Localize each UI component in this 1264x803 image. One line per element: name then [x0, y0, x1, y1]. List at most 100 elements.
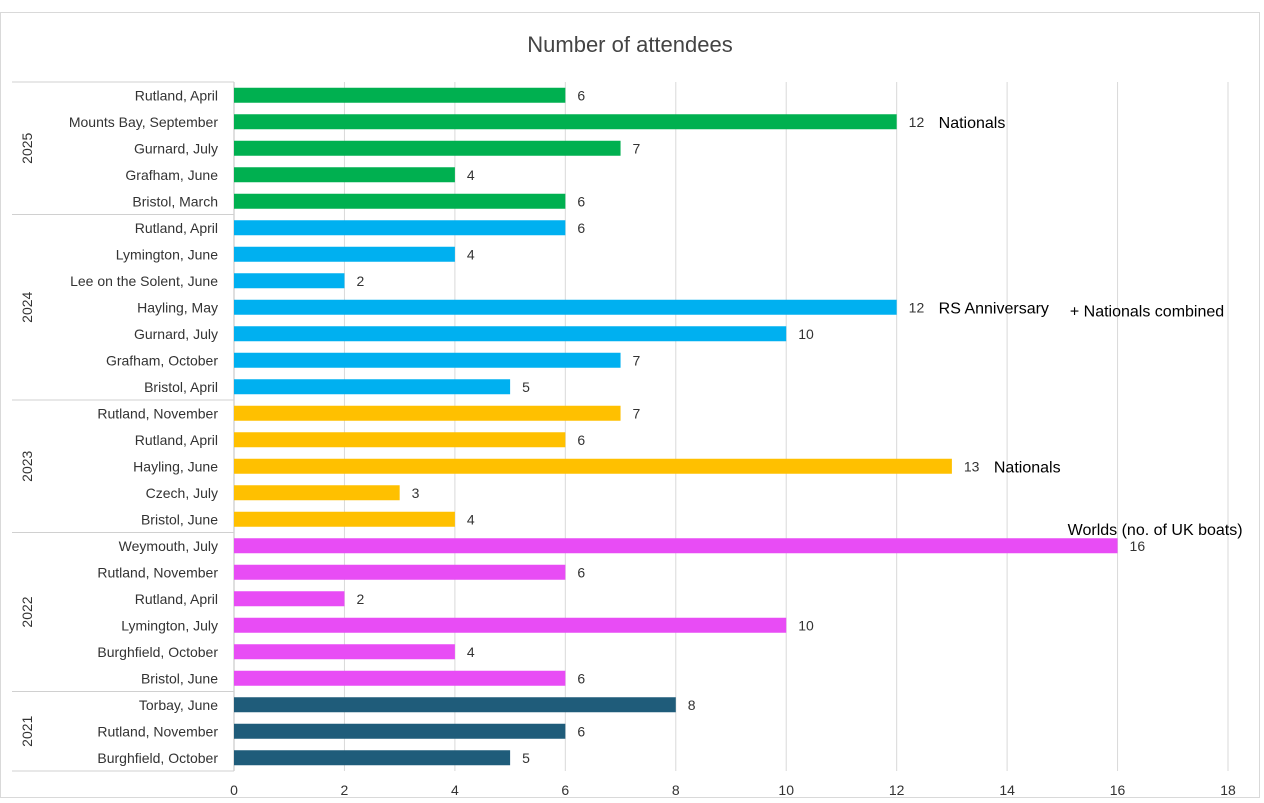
data-label: 7: [633, 352, 641, 368]
bar: [234, 299, 897, 315]
category-label: Bristol, June: [141, 670, 218, 686]
data-label: 7: [633, 405, 641, 421]
category-label: Czech, July: [146, 485, 218, 501]
data-label: 6: [577, 87, 585, 103]
bar: [234, 564, 566, 580]
data-label: 4: [467, 644, 475, 660]
x-tick-label: 12: [889, 782, 905, 798]
group-label: 2021: [19, 715, 35, 746]
annotation: Nationals: [994, 459, 1061, 476]
x-tick-label: 10: [778, 782, 794, 798]
bar: [234, 140, 621, 156]
group-label: 2022: [19, 596, 35, 627]
bar: [234, 723, 566, 739]
category-label: Rutland, November: [97, 564, 218, 580]
data-label: 12: [909, 299, 925, 315]
bar: [234, 432, 566, 448]
data-label: 12: [909, 114, 925, 130]
category-label: Hayling, June: [133, 458, 218, 474]
category-label: Burghfield, October: [97, 750, 218, 766]
group-label: 2024: [19, 291, 35, 322]
annotation: Worlds (no. of UK boats): [1068, 522, 1243, 539]
chart-title: Number of attendees: [527, 32, 732, 57]
group-label: 2023: [19, 450, 35, 481]
data-label: 6: [577, 220, 585, 236]
data-labels: 6 12 Nationals 7 4 6 6 4 2 12 RS Anniversary + Nati…: [356, 87, 1242, 766]
category-label: Grafham, June: [125, 167, 218, 183]
data-label: 16: [1130, 538, 1146, 554]
annotation: Nationals: [939, 115, 1006, 132]
x-tick-label: 2: [341, 782, 349, 798]
x-tick-label: 16: [1110, 782, 1126, 798]
group-label: 2025: [19, 132, 35, 163]
bar: [234, 273, 345, 289]
data-label: 7: [633, 140, 641, 156]
bar: [234, 511, 455, 527]
annotation: + Nationals combined: [1070, 303, 1224, 320]
data-label: 4: [467, 246, 475, 262]
category-label: Bristol, June: [141, 511, 218, 527]
bar: [234, 114, 897, 130]
category-label: Hayling, May: [137, 299, 218, 315]
bar: [234, 697, 676, 713]
bar: [234, 485, 400, 501]
bar: [234, 167, 455, 183]
category-label: Lymington, July: [121, 617, 218, 633]
data-label: 5: [522, 379, 530, 395]
category-label: Rutland, November: [97, 405, 218, 421]
chart-area-border: [0, 12, 1260, 798]
bar: [234, 538, 1118, 554]
x-axis-ticks: 0 2 4 6 8 10 12 14 16 18: [230, 782, 1236, 798]
x-tick-label: 8: [672, 782, 680, 798]
category-label: Gurnard, July: [134, 140, 218, 156]
data-label: 8: [688, 697, 696, 713]
bar: [234, 591, 345, 607]
bar: [234, 246, 455, 262]
data-label: 2: [356, 591, 364, 607]
bar: [234, 379, 511, 395]
data-label: 4: [467, 511, 475, 527]
category-label: Bristol, March: [132, 193, 218, 209]
bar: [234, 220, 566, 236]
data-label: 3: [412, 485, 420, 501]
bar: [234, 750, 511, 766]
bar: [234, 670, 566, 686]
bar: [234, 617, 787, 633]
x-tick-label: 14: [999, 782, 1015, 798]
category-label: Bristol, April: [144, 379, 218, 395]
category-label: Weymouth, July: [119, 538, 218, 554]
category-label: Rutland, April: [135, 220, 218, 236]
data-label: 6: [577, 723, 585, 739]
bar: [234, 326, 787, 342]
bar: [234, 644, 455, 660]
category-label: Rutland, November: [97, 723, 218, 739]
bar: [234, 87, 566, 103]
data-label: 2: [356, 273, 364, 289]
category-label: Lee on the Solent, June: [70, 273, 218, 289]
x-tick-label: 0: [230, 782, 238, 798]
bar: [234, 352, 621, 368]
bar: [234, 458, 952, 474]
data-label: 6: [577, 670, 585, 686]
category-label: Burghfield, October: [97, 644, 218, 660]
category-label: Grafham, October: [106, 352, 218, 368]
category-label: Rutland, April: [135, 87, 218, 103]
data-label: 5: [522, 750, 530, 766]
category-label: Rutland, April: [135, 591, 218, 607]
category-label: Mounts Bay, September: [69, 114, 218, 130]
data-label: 6: [577, 432, 585, 448]
annotation: RS Anniversary: [939, 300, 1049, 317]
category-label: Torbay, June: [139, 697, 218, 713]
data-label: 13: [964, 458, 980, 474]
data-label: 10: [798, 617, 814, 633]
x-tick-label: 18: [1220, 782, 1236, 798]
data-label: 6: [577, 193, 585, 209]
bars: [234, 87, 1118, 766]
data-label: 4: [467, 167, 475, 183]
x-tick-label: 4: [451, 782, 459, 798]
data-label: 10: [798, 326, 814, 342]
category-label: Rutland, April: [135, 432, 218, 448]
category-label: Gurnard, July: [134, 326, 218, 342]
category-axis: 2025 Rutland, April Mounts Bay, September G…: [12, 81, 235, 772]
